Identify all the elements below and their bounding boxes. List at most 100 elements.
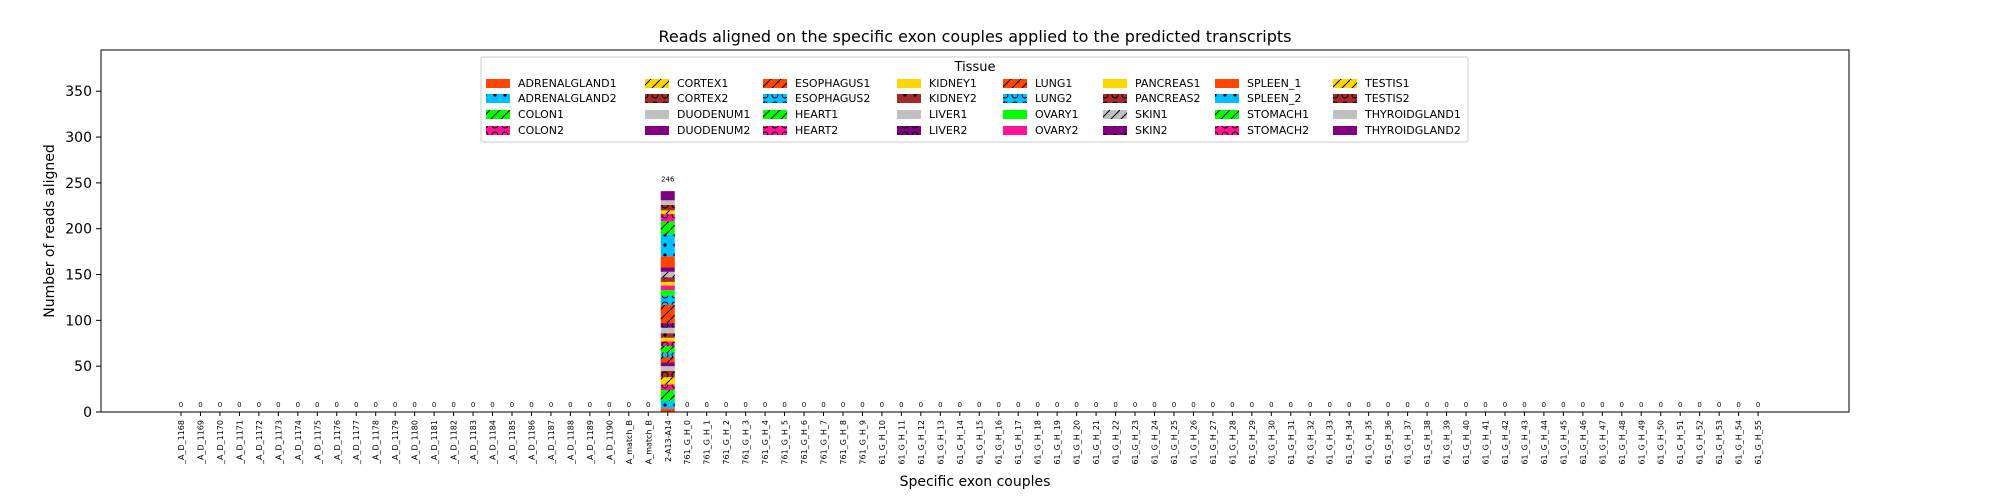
legend-label: DUODENUM2 — [677, 124, 750, 137]
y-tick-label: 50 — [74, 359, 92, 375]
value-label: 0 — [899, 401, 903, 409]
legend-swatch-hatch — [763, 126, 787, 135]
value-label: 0 — [490, 401, 494, 409]
value-label: 0 — [179, 401, 183, 409]
x-tick-label: 61_G_H_54 — [1735, 420, 1744, 465]
legend-label: CORTEX1 — [677, 77, 728, 90]
legend-swatch-hatch — [1215, 110, 1239, 119]
x-tick-label: 61_G_H_48 — [1618, 420, 1627, 465]
value-label: 0 — [1366, 401, 1370, 409]
value-label: 0 — [1386, 401, 1390, 409]
x-tick-label: 61_G_H_21 — [1092, 420, 1101, 465]
bar-segment-ovary2 — [660, 285, 675, 291]
legend-swatch-hatch — [1215, 126, 1239, 135]
legend: Tissue ADRENALGLAND1 ADRENALGLAND2 COLON1 C… — [480, 56, 1469, 143]
legend-swatch — [1003, 126, 1027, 135]
bar-segment-duodenum2 — [660, 362, 675, 367]
legend-swatch — [1333, 126, 1357, 135]
x-tick-label: 61_G_H_35 — [1365, 420, 1374, 465]
value-label: 0 — [1035, 401, 1039, 409]
x-tick-label: _A_D_1174 — [294, 420, 303, 465]
legend-label: DUODENUM1 — [677, 108, 750, 121]
legend-swatch-hatch — [486, 94, 510, 103]
value-label: 0 — [1269, 401, 1273, 409]
x-tick-label: 61_G_H_30 — [1267, 420, 1276, 465]
x-tick-label: 61_G_H_37 — [1404, 420, 1413, 465]
x-axis: _A_D_1168 _A_D_1169 _A_D_1170 _A_D_1171 _A_D… — [177, 412, 1763, 465]
value-label: 0 — [1600, 401, 1604, 409]
value-label: 0 — [880, 401, 884, 409]
x-tick-label: 61_G_H_43 — [1520, 420, 1529, 465]
value-label: 0 — [763, 401, 767, 409]
value-label: 0 — [1211, 401, 1215, 409]
value-label: 0 — [1327, 401, 1331, 409]
value-label: 0 — [1230, 401, 1234, 409]
x-tick-label: _A_D_1186 — [527, 420, 536, 465]
x-tick-label: 61_G_H_19 — [1053, 420, 1062, 465]
chart-title: Reads aligned on the specific exon coupl… — [658, 27, 1291, 46]
x-tick-label: 61_G_H_18 — [1034, 420, 1043, 465]
value-label: 0 — [938, 401, 942, 409]
x-tick-label: 61_G_H_46 — [1579, 420, 1588, 465]
legend-swatch-hatch — [763, 110, 787, 119]
plot-frame — [100, 49, 1850, 413]
value-label: 0 — [296, 401, 300, 409]
value-label: 0 — [451, 401, 455, 409]
bar-segment-hatch — [660, 234, 675, 257]
legend-swatch-hatch — [1103, 110, 1127, 119]
value-label: 0 — [782, 401, 786, 409]
legend-label: STOMACH2 — [1247, 124, 1309, 137]
value-label: 0 — [510, 401, 514, 409]
y-tick-label: 250 — [65, 176, 92, 192]
value-label: 0 — [568, 401, 572, 409]
legend-label: STOMACH1 — [1247, 108, 1309, 121]
value-label: 0 — [919, 401, 923, 409]
legend-label: KIDNEY1 — [929, 77, 977, 90]
legend-label: PANCREAS1 — [1135, 77, 1200, 90]
x-tick-label: _A_D_1188 — [566, 420, 575, 465]
value-label: 0 — [1717, 401, 1721, 409]
value-label: 0 — [1055, 401, 1059, 409]
value-label: 0 — [997, 401, 1001, 409]
value-label: 0 — [1736, 401, 1740, 409]
value-label: 0 — [529, 401, 533, 409]
x-tick-label: 61_G_H_12 — [917, 420, 926, 465]
legend-title: Tissue — [954, 60, 996, 75]
x-tick-label: 61_G_H_25 — [1170, 420, 1179, 465]
bar-segment-hatch — [660, 277, 675, 282]
value-label: 0 — [607, 401, 611, 409]
value-label: 0 — [1172, 401, 1176, 409]
y-tick-label: 150 — [65, 268, 92, 284]
x-tick-label: 761_G_H_6 — [800, 420, 809, 465]
legend-swatch — [645, 110, 669, 119]
legend-label: LIVER1 — [929, 108, 968, 121]
value-label: 0 — [412, 401, 416, 409]
legend-label: ADRENALGLAND1 — [518, 77, 617, 90]
legend-label: COLON2 — [518, 124, 564, 137]
x-tick-label: 61_G_H_40 — [1462, 420, 1471, 465]
legend-label: KIDNEY2 — [929, 92, 977, 105]
x-axis-label: Specific exon couples — [900, 474, 1051, 490]
x-tick-label: _A_D_1185 — [508, 420, 517, 465]
value-label: 0 — [198, 401, 202, 409]
bar-segment-hatch — [660, 377, 675, 385]
value-label: 0 — [1561, 401, 1565, 409]
x-tick-label: 61_G_H_36 — [1384, 420, 1393, 465]
x-tick-label: 61_G_H_26 — [1189, 420, 1198, 465]
value-label: 0 — [1697, 401, 1701, 409]
value-label: 0 — [1250, 401, 1254, 409]
value-label: 0 — [704, 401, 708, 409]
value-label: 0 — [315, 401, 319, 409]
x-tick-label: 61_G_H_51 — [1676, 420, 1685, 465]
x-tick-label: 61_G_H_53 — [1715, 420, 1724, 465]
legend-label: ADRENALGLAND2 — [518, 92, 617, 105]
bar-segment-hatch — [660, 295, 675, 305]
x-tick-label: 761_G_H_9 — [858, 420, 867, 465]
legend-swatch — [1103, 79, 1127, 88]
legend-label: SKIN2 — [1135, 124, 1168, 137]
value-label: 0 — [432, 401, 436, 409]
bars-layer — [660, 191, 675, 412]
value-label: 0 — [1444, 401, 1448, 409]
x-tick-label: 61_G_H_33 — [1326, 420, 1335, 465]
